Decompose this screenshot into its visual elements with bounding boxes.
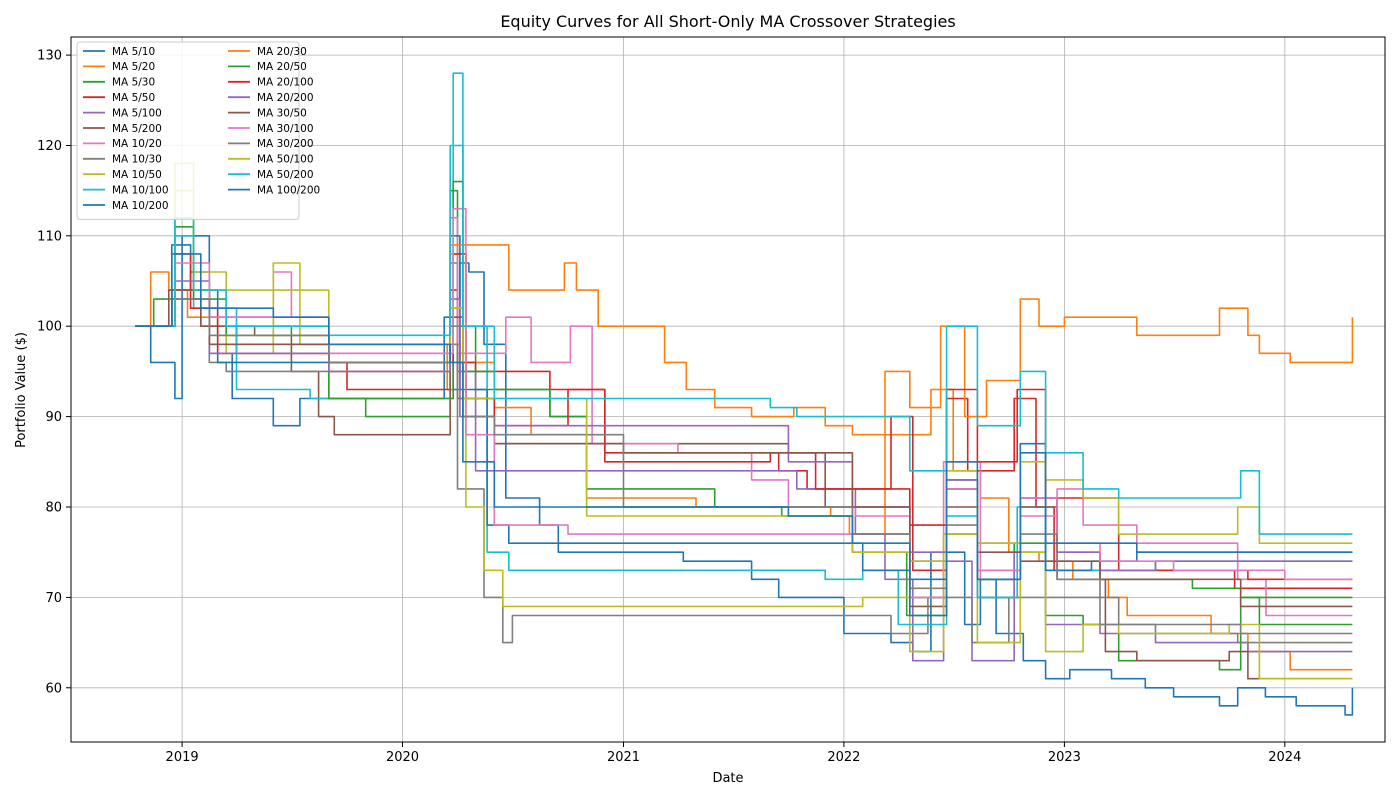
series-lines <box>135 72 1354 716</box>
x-tick-label: 2024 <box>1268 750 1301 765</box>
legend-entry: MA 20/100 <box>257 77 314 89</box>
x-tick-label: 2021 <box>607 750 640 765</box>
legend-entry: MA 10/30 <box>112 154 162 166</box>
y-axis-ticks: 60 70 80 90 100 110 120 130 <box>37 49 71 696</box>
legend-entry: MA 20/50 <box>257 61 307 73</box>
series-line-ma-5-30 <box>135 189 1353 671</box>
series-line-ma-10-100 <box>135 72 1353 626</box>
series-line-ma-10-200 <box>135 235 1353 581</box>
y-tick-label: 80 <box>45 501 62 516</box>
series-line-ma-10-50 <box>135 162 1353 680</box>
legend-entry: MA 30/100 <box>257 123 314 135</box>
plot-frame <box>70 36 1386 743</box>
series-line-ma-10-30 <box>135 289 1353 644</box>
series-line-ma-30-50 <box>135 289 1353 608</box>
legend-entry: MA 50/100 <box>257 154 314 166</box>
x-axis-ticks: 2019 2020 2021 2022 2023 2024 <box>166 742 1301 765</box>
chart-title: Equity Curves for All Short-Only MA Cros… <box>500 12 955 31</box>
series-line-ma-50-100 <box>135 189 1353 562</box>
legend-entry: MA 20/200 <box>257 92 314 104</box>
legend-entry: MA 30/50 <box>257 107 307 119</box>
x-tick-label: 2019 <box>166 750 199 765</box>
series-line-ma-5-10 <box>135 235 1354 716</box>
series-line-ma-50-200 <box>135 144 1353 535</box>
x-tick-label: 2020 <box>386 750 419 765</box>
legend-entry: MA 10/100 <box>112 184 169 196</box>
legend-entry: MA 5/200 <box>112 123 162 135</box>
series-line-ma-100-200 <box>135 253 1353 617</box>
series-line-ma-30-100 <box>135 207 1353 599</box>
y-tick-label: 130 <box>37 49 62 64</box>
legend-entry: MA 5/20 <box>112 61 155 73</box>
x-tick-label: 2023 <box>1048 750 1081 765</box>
series-line-ma-20-50 <box>135 180 1353 599</box>
y-tick-label: 120 <box>37 139 62 154</box>
legend-entry: MA 20/30 <box>257 46 307 58</box>
legend: MA 5/10 MA 5/20 MA 5/30 MA 5/50 MA 5/100 MA 5… <box>76 41 320 220</box>
series-line-ma-20-30 <box>135 244 1354 436</box>
legend-entry: MA 50/200 <box>257 169 314 181</box>
legend-entry: MA 5/50 <box>112 92 155 104</box>
y-tick-label: 60 <box>45 681 62 696</box>
legend-entry: MA 10/50 <box>112 169 162 181</box>
series-line-ma-5-200 <box>135 289 1353 680</box>
legend-entry: MA 5/100 <box>112 107 162 119</box>
series-line-ma-20-200 <box>135 280 1353 572</box>
y-tick-label: 70 <box>45 591 62 606</box>
legend-entry: MA 10/200 <box>112 200 169 212</box>
legend-entry: MA 5/30 <box>112 77 155 89</box>
x-axis-label: Date <box>712 771 743 786</box>
y-tick-label: 90 <box>45 410 62 425</box>
series-line-ma-30-200 <box>135 298 1353 635</box>
y-tick-label: 100 <box>37 320 62 335</box>
x-tick-label: 2022 <box>827 750 860 765</box>
legend-entry: MA 100/200 <box>257 184 320 196</box>
legend-entry: MA 10/20 <box>112 138 162 150</box>
y-tick-label: 110 <box>37 229 62 244</box>
legend-entry: MA 30/200 <box>257 138 314 150</box>
legend-entry: MA 5/10 <box>112 46 155 58</box>
y-axis-label: Portfolio Value ($) <box>14 332 29 448</box>
